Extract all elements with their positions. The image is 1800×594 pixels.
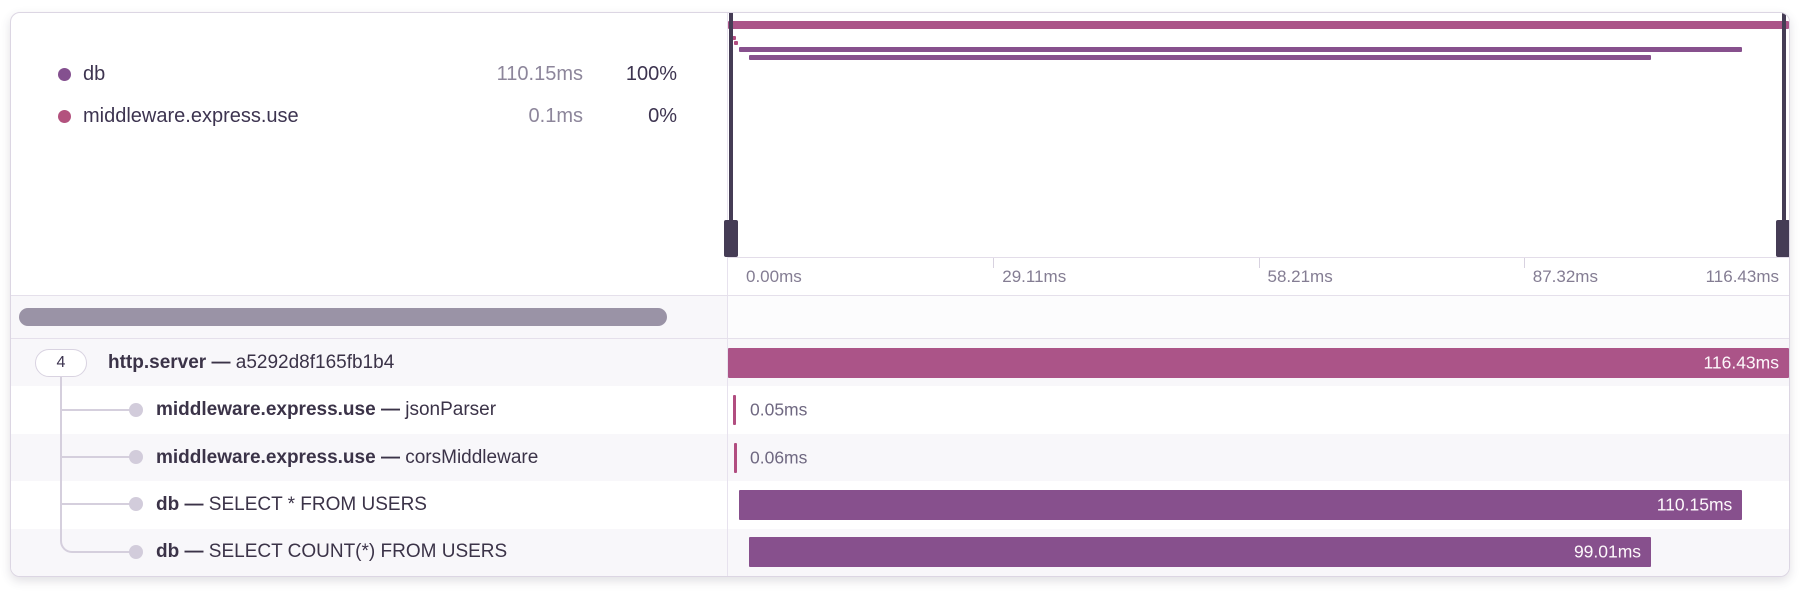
axis-tick (1258, 258, 1260, 268)
span-title: middleware.express.use — jsonParser (156, 399, 496, 421)
handle-line-left (729, 13, 733, 257)
span-row-corsmiddleware[interactable]: middleware.express.use — corsMiddleware … (11, 433, 1789, 482)
span-title: db — SELECT * FROM USERS (156, 494, 427, 516)
axis-tick (1523, 258, 1525, 268)
span-duration-label: 110.15ms (1656, 494, 1733, 515)
axis-label-0: 0.00ms (746, 266, 802, 286)
axis-label-2: 58.21ms (1267, 266, 1333, 286)
minimap-span-jsonparser (732, 36, 737, 40)
span-title: middleware.express.use — corsMiddleware (156, 447, 538, 469)
legend-item-db[interactable]: db 110.15ms 100% (58, 53, 677, 95)
span-duration-label: 0.05ms (750, 399, 808, 420)
trace-panel: db 110.15ms 100% middleware.express.use … (10, 12, 1790, 577)
span-row-track: 99.01ms (728, 529, 1789, 576)
span-description: SELECT * FROM USERS (208, 493, 427, 515)
minimap-span-db-select (738, 47, 1743, 52)
legend-duration: 110.15ms (496, 62, 583, 85)
time-axis: 0.00ms 29.11ms 58.21ms 87.32ms 116.43ms (728, 257, 1789, 295)
trace-minimap[interactable] (724, 13, 1789, 257)
span-row-track: 0.05ms (728, 386, 1789, 433)
db-color-dot-icon (58, 67, 71, 81)
child-count-pill[interactable]: 4 (35, 348, 87, 377)
span-row-track: 110.15ms (728, 481, 1789, 528)
span-row-label-cell: db — SELECT COUNT(*) FROM USERS (11, 528, 728, 576)
span-description: jsonParser (405, 399, 497, 421)
axis-tick (993, 258, 995, 268)
middleware-color-dot-icon (58, 109, 71, 123)
span-bar-jsonparser[interactable] (732, 395, 736, 426)
span-bar-db-count[interactable]: 99.01ms (749, 537, 1652, 568)
minimap-span-http-server (728, 21, 1789, 29)
minimap-panel: 0.00ms 29.11ms 58.21ms 87.32ms 116.43ms (724, 13, 1789, 295)
axis-label-1: 29.11ms (1002, 266, 1067, 286)
span-duration-label: 99.01ms (1573, 541, 1642, 562)
axis-label-4: 116.43ms (1705, 266, 1779, 286)
span-tree: 4 http.server — a5292d8f165fb1b4 116.43m… (11, 339, 1789, 576)
span-description: SELECT COUNT(*) FROM USERS (208, 541, 508, 563)
span-row-jsonparser[interactable]: middleware.express.use — jsonParser 0.05… (11, 386, 1789, 434)
handle-line-right (1782, 13, 1786, 257)
span-row-track: 116.43ms (728, 339, 1789, 386)
span-row-track: 0.06ms (728, 434, 1789, 481)
span-op: db (156, 493, 180, 515)
span-title: db — SELECT COUNT(*) FROM USERS (156, 541, 507, 563)
span-op: middleware.express.use (156, 399, 376, 421)
span-duration-label: 0.06ms (750, 447, 808, 468)
minimap-span-db-count (749, 55, 1652, 60)
span-separator: — (380, 446, 400, 468)
tree-scrollbar-track[interactable] (11, 296, 728, 338)
minimap-span-corsmiddleware (733, 41, 738, 45)
divider-spacer (728, 296, 1789, 338)
span-row-db-count[interactable]: db — SELECT COUNT(*) FROM USERS 99.01ms (11, 528, 1789, 576)
legend-percent: 100% (625, 62, 677, 85)
span-separator: — (380, 399, 400, 421)
span-op: middleware.express.use (156, 446, 376, 468)
legend-item-middleware[interactable]: middleware.express.use 0.1ms 0% (58, 95, 677, 137)
span-bar-db-select[interactable]: 110.15ms (738, 489, 1743, 520)
handle-grip-left[interactable] (724, 220, 738, 257)
span-description: corsMiddleware (405, 446, 539, 468)
span-separator: — (184, 541, 204, 563)
span-row-label-cell: middleware.express.use — corsMiddleware (11, 433, 728, 482)
span-separator: — (211, 351, 231, 373)
span-op: db (156, 541, 180, 563)
span-separator: — (184, 493, 204, 515)
span-row-label-cell: 4 http.server — a5292d8f165fb1b4 (11, 339, 728, 387)
span-bar-http-server[interactable]: 116.43ms (728, 347, 1789, 378)
span-row-http-server[interactable]: 4 http.server — a5292d8f165fb1b4 116.43m… (11, 339, 1789, 387)
legend-op-label: middleware.express.use (83, 104, 299, 127)
ops-breakdown-legend: db 110.15ms 100% middleware.express.use … (11, 13, 728, 295)
top-section: db 110.15ms 100% middleware.express.use … (11, 13, 1789, 295)
span-duration-label: 116.43ms (1703, 352, 1779, 373)
span-row-db-select[interactable]: db — SELECT * FROM USERS 110.15ms (11, 481, 1789, 529)
legend-op-label: db (83, 62, 106, 85)
span-row-label-cell: middleware.express.use — jsonParser (11, 386, 728, 434)
span-row-label-cell: db — SELECT * FROM USERS (11, 481, 728, 529)
legend-duration: 0.1ms (528, 104, 583, 127)
handle-grip-right[interactable] (1776, 220, 1789, 257)
tree-scrollbar-thumb[interactable] (19, 308, 667, 326)
axis-label-3: 87.32ms (1532, 266, 1598, 286)
span-bar-corsmiddleware[interactable] (733, 442, 737, 473)
span-title: http.server — a5292d8f165fb1b4 (108, 352, 394, 374)
panel-divider-row (11, 295, 1789, 339)
span-description: a5292d8f165fb1b4 (235, 351, 395, 373)
legend-percent: 0% (648, 104, 677, 127)
span-op: http.server (108, 351, 207, 373)
